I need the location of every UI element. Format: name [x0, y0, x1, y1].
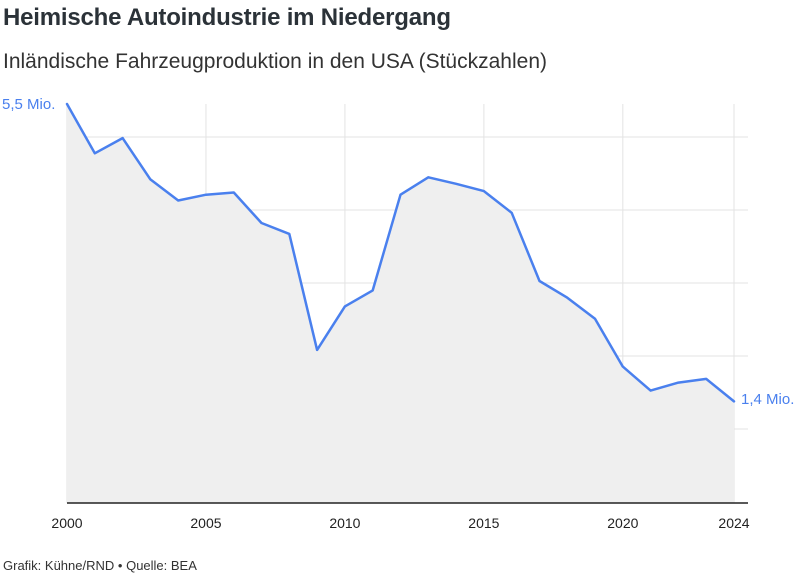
x-tick-label-2000: 2000 — [51, 515, 82, 531]
x-tick-label-2005: 2005 — [190, 515, 221, 531]
x-tick-label-2010: 2010 — [329, 515, 360, 531]
start-value-label: 5,5 Mio. — [2, 96, 55, 113]
x-tick-label-2015: 2015 — [468, 515, 499, 531]
chart-title: Heimische Autoindustrie im Niedergang — [3, 4, 451, 31]
end-value-label: 1,4 Mio. — [741, 391, 794, 408]
area-fill — [67, 104, 734, 503]
chart-subtitle: Inländische Fahrzeugproduktion in den US… — [3, 50, 547, 73]
footer-credits: Grafik: Kühne/RND • Quelle: BEA — [3, 558, 197, 573]
x-tick-label-2020: 2020 — [607, 515, 638, 531]
footer-separator: • — [117, 558, 123, 573]
footer-source: Quelle: BEA — [126, 558, 197, 573]
footer-credit: Grafik: Kühne/RND — [3, 558, 115, 573]
x-tick-label-2024: 2024 — [718, 515, 749, 531]
series-line — [65, 102, 736, 403]
